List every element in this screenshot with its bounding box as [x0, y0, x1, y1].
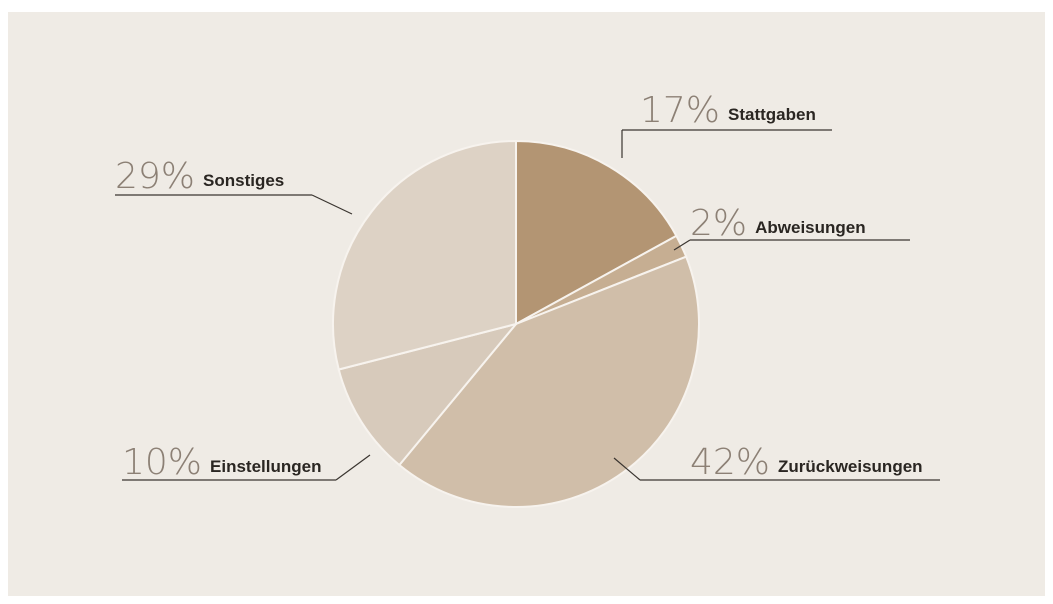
- value-label: 2%: [690, 203, 747, 244]
- category-label: Stattgaben: [728, 105, 816, 124]
- value-label: 42%: [690, 442, 770, 483]
- leader-line: [115, 194, 353, 215]
- category-label: Sonstiges: [203, 171, 284, 190]
- pie-slice: [332, 139, 517, 371]
- leader-line: [673, 239, 910, 251]
- leader-line: [621, 129, 832, 158]
- value-label: 29%: [115, 156, 195, 197]
- leader-line: [613, 457, 940, 481]
- pie: [332, 139, 700, 508]
- value-label: 17%: [640, 90, 720, 131]
- pie-slice: [515, 139, 678, 326]
- value-label: 10%: [122, 442, 202, 483]
- leader-line: [122, 454, 371, 481]
- labels: 17% Stattgaben 2% Abweisungen 42% Zurückweisu…: [115, 90, 940, 483]
- pie-slice: [397, 255, 700, 508]
- category-label: Zurückweisungen: [778, 457, 923, 476]
- pie-slice: [337, 322, 519, 467]
- category-label: Einstellungen: [210, 457, 321, 476]
- category-label: Abweisungen: [755, 218, 866, 237]
